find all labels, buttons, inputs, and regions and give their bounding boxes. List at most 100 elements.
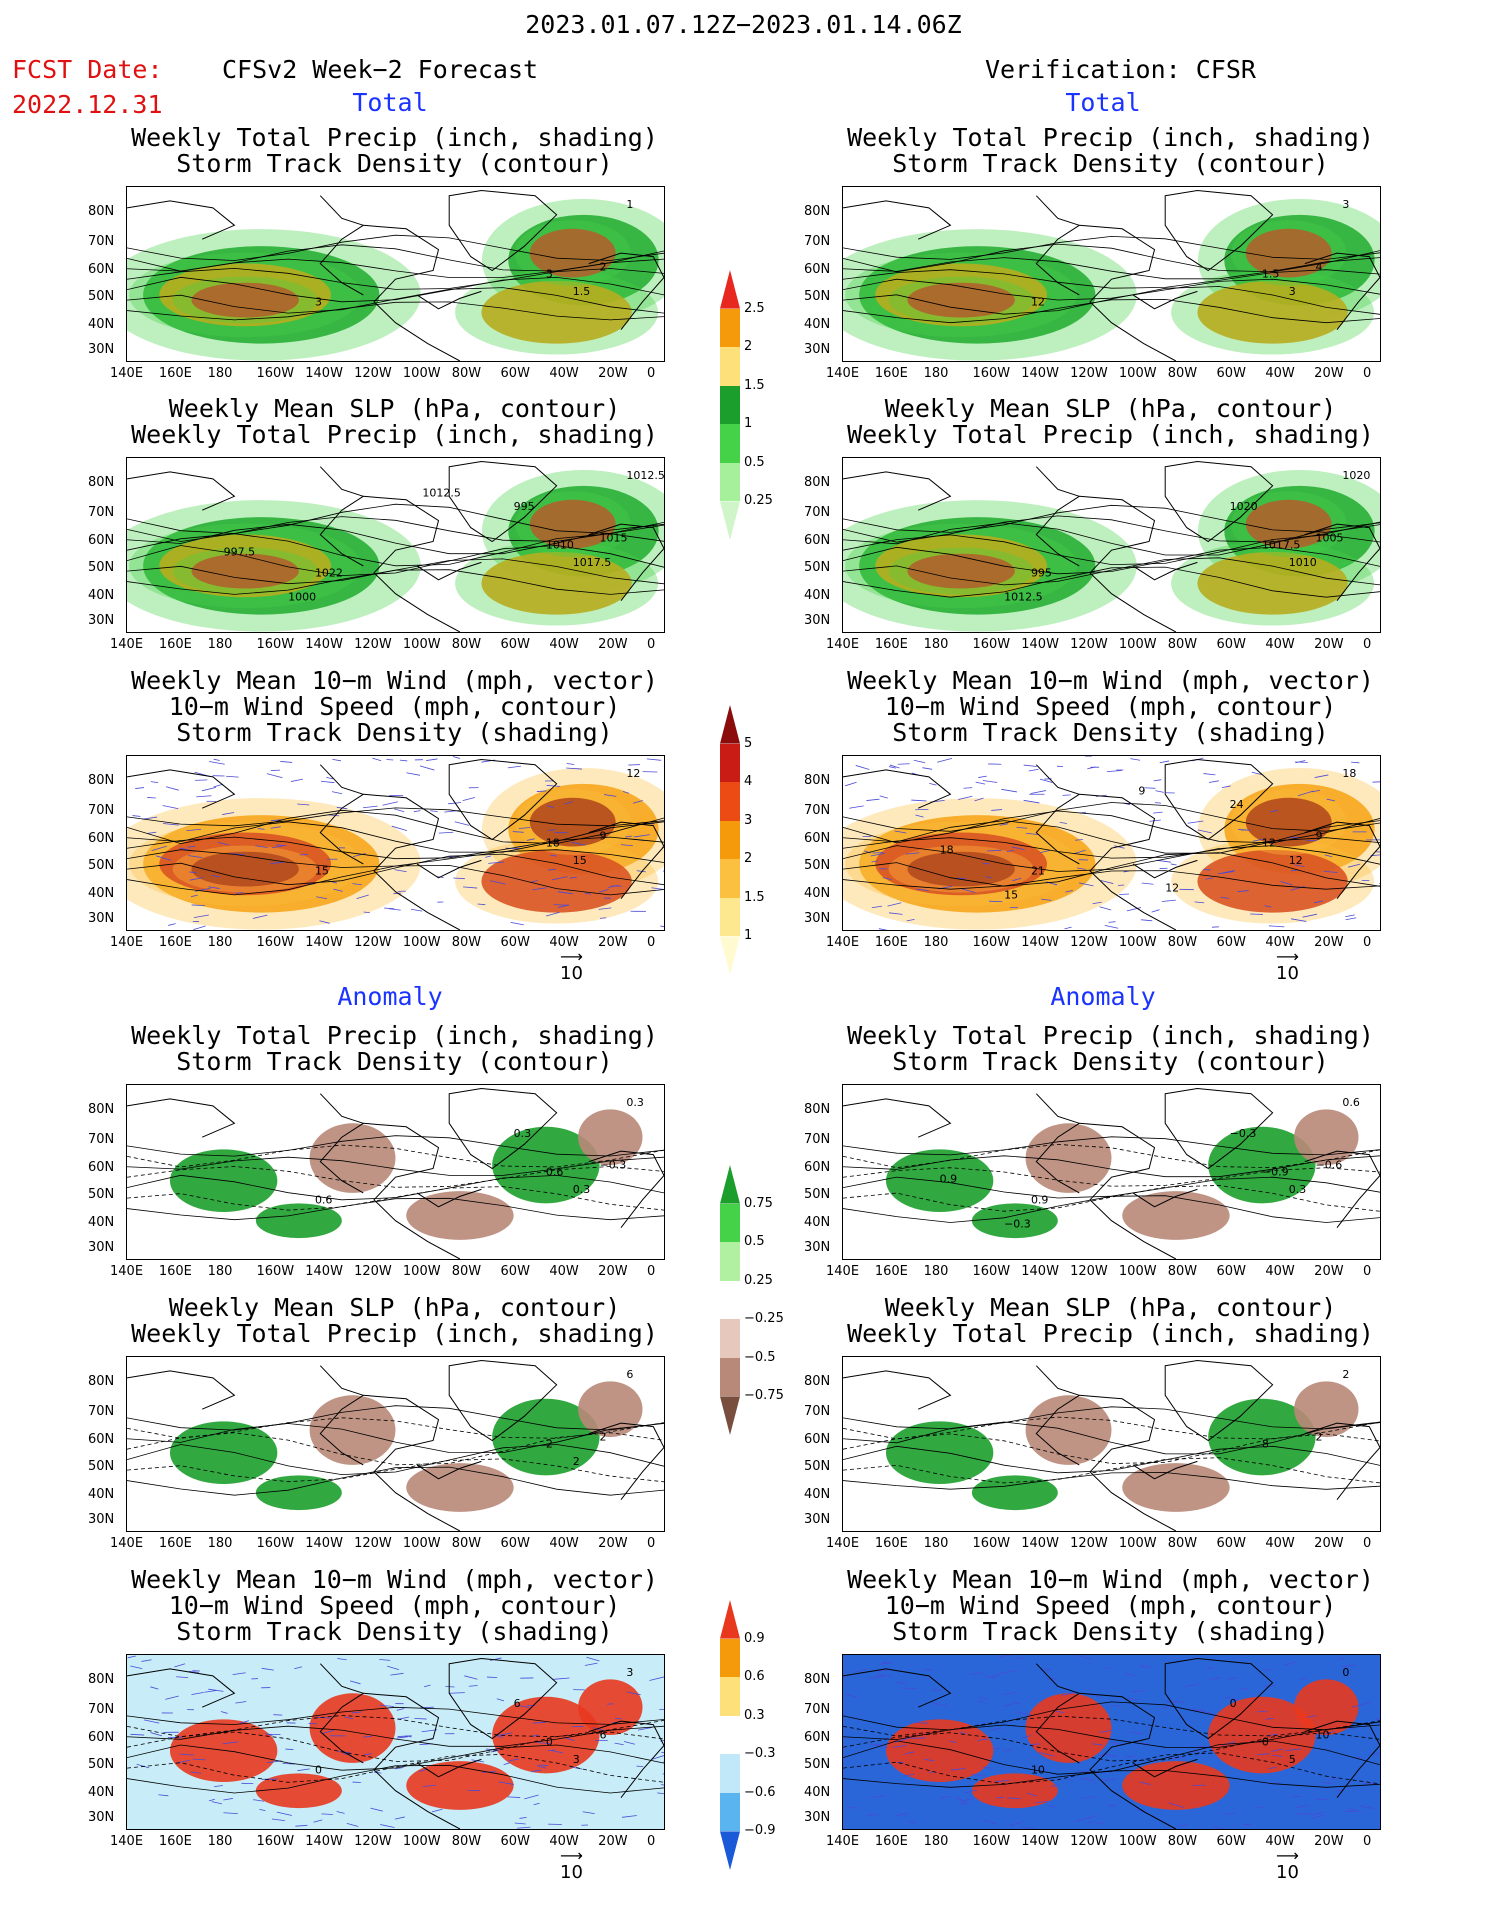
longitude-label: 140E [826, 1536, 860, 1551]
wind-vector [290, 778, 304, 782]
wind-vector [866, 798, 880, 801]
longitude-label: 0 [1363, 1264, 1372, 1279]
contour-label: 4 [1316, 261, 1323, 274]
longitude-label: 20W [1314, 1264, 1344, 1279]
wind-vector [1345, 917, 1357, 921]
contour-line [843, 1195, 1380, 1223]
latitude-label: 70N [804, 504, 831, 520]
wind-vector [1039, 778, 1053, 783]
contour-label: 15 [573, 854, 587, 867]
wind-vector [188, 855, 203, 859]
shading-blob [578, 1381, 643, 1438]
precip-total-colorbar: 2.5 2 1.5 1 0.5 0.25 [720, 270, 800, 540]
wind-vector [394, 1816, 405, 1820]
contour-line [843, 566, 1380, 598]
wind-vector [974, 797, 984, 802]
coastline [1164, 1087, 1274, 1170]
contour-label: 0 [546, 1735, 553, 1748]
wind-vector [937, 757, 952, 763]
wind-vector [570, 1766, 583, 1770]
contour-label: 9 [1138, 784, 1145, 797]
wind-vector [1007, 1797, 1021, 1799]
vector-reference-arrow: ⟶ [560, 1846, 583, 1865]
colorbar-segment [720, 1242, 740, 1281]
longitude-label: 20W [598, 935, 628, 950]
wind-vector [536, 1742, 551, 1744]
wind-vector [363, 911, 370, 914]
coastline [319, 793, 364, 865]
wind-vector [660, 1740, 664, 1742]
wind-vector [209, 761, 225, 765]
wind-vector [1302, 913, 1318, 918]
wind-vector [517, 1704, 530, 1709]
longitude-label: 0 [1363, 935, 1372, 950]
latitude-label: 50N [88, 289, 115, 305]
wind-vector [530, 880, 538, 883]
longitude-label: 120W [354, 935, 392, 950]
contour-line [843, 243, 1380, 273]
coastline [127, 200, 236, 240]
contour-label: 12 [626, 767, 640, 780]
wind-vector [396, 1736, 408, 1739]
wind-vector [332, 758, 342, 762]
latitude-label: 40N [88, 317, 115, 333]
vector-reference: ⟶ 10 [1276, 1848, 1299, 1884]
coastline [1035, 1663, 1177, 1829]
longitude-label: 40W [549, 1264, 579, 1279]
wind-vector [321, 1729, 334, 1735]
wind-vector [971, 1773, 987, 1777]
latitude-label: 30N [804, 910, 831, 926]
longitude-label: 180 [923, 637, 949, 652]
longitude-label: 0 [1363, 1834, 1372, 1849]
wind-vector [1184, 1683, 1199, 1688]
wind-vector [889, 764, 900, 769]
latitude-label: 60N [804, 1729, 831, 1745]
latitude-label: 70N [804, 1403, 831, 1419]
longitude-label: 40W [1265, 1264, 1295, 1279]
longitude-label: 160E [874, 366, 908, 381]
verification-total-label: Total [1065, 88, 1141, 117]
wind-vector [1226, 1677, 1237, 1680]
wind-vector [1066, 1778, 1073, 1781]
wind-vector [526, 838, 535, 841]
longitude-label: 180 [207, 637, 233, 652]
longitude-label: 140W [1021, 637, 1059, 652]
wind-vector [996, 1796, 1004, 1799]
wind-vector [1156, 859, 1172, 863]
wind-vector [462, 797, 475, 802]
vf-anom-wind-title: Weekly Mean 10−m Wind (mph, vector) 10−m … [802, 1567, 1419, 1645]
coastline [319, 764, 461, 930]
wind-vector [955, 1797, 968, 1802]
wind-vector [147, 831, 157, 834]
wind-vector [1202, 1710, 1217, 1716]
wind-vector [1256, 1753, 1270, 1756]
contour-label: 3 [1342, 198, 1349, 211]
wind-vector [978, 775, 987, 778]
wind-vector [362, 805, 378, 809]
wind-vector [259, 1808, 266, 1812]
colorbar-segment [720, 385, 740, 425]
wind-vector [1240, 1687, 1249, 1690]
coastline [1035, 495, 1080, 567]
wind-vector [1177, 1824, 1188, 1827]
wind-vector [295, 1824, 308, 1827]
contour-line [127, 545, 664, 577]
wind-vector [546, 911, 560, 917]
wind-vector [1013, 1702, 1021, 1706]
latitude-label: 40N [88, 1785, 115, 1801]
shading-halo [1171, 269, 1375, 355]
wind-vector [130, 1665, 143, 1670]
wind-vector [192, 1758, 206, 1761]
latitude-label: 80N [804, 773, 831, 789]
wind-vector [999, 823, 1009, 826]
wind-vector [382, 801, 398, 806]
contour-label: 1017.5 [1262, 538, 1301, 551]
longitude-label: 80W [451, 366, 482, 381]
contour-line [843, 534, 1380, 566]
latitude-label: 50N [88, 858, 115, 874]
wind-vector [1064, 926, 1072, 930]
longitude-label: 140W [305, 935, 343, 950]
longitude-label: 120W [1070, 935, 1108, 950]
wind-vector [1170, 863, 1177, 866]
coastline [1164, 1359, 1274, 1442]
